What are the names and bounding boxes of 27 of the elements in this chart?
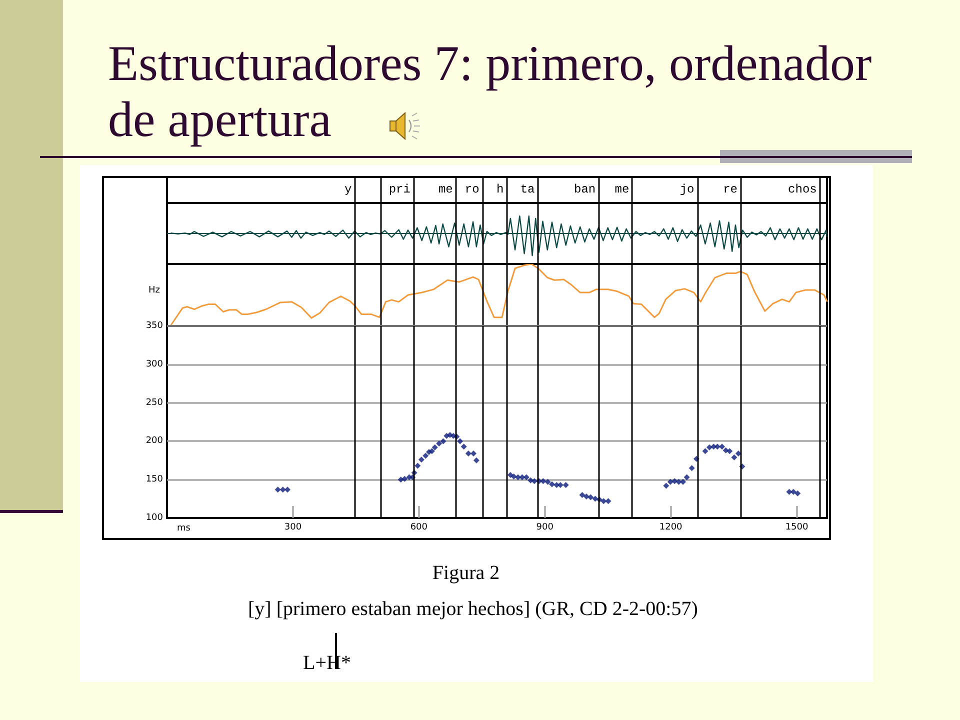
x-tick-label: 1500 [785, 522, 808, 532]
y-tick-label: 100 [146, 513, 164, 523]
ref-line-label: ro [464, 182, 480, 196]
x-tick-label: 300 [284, 522, 302, 532]
y-tick-label: 300 [146, 359, 164, 370]
y-tick-label: 350 [146, 321, 164, 331]
x-tick-label: 1200 [659, 522, 683, 532]
x-tick-label: 900 [536, 522, 554, 532]
ref-line-label: re [723, 182, 738, 196]
x-tick-label: 600 [410, 522, 428, 532]
y-tick-label: 250 [146, 398, 164, 408]
text: [y] [primero estaban mejor hechos] (GR, CD 2-2-00:57) [248, 598, 698, 621]
ref-line-label: h [496, 182, 504, 196]
y-tick-label: 200 [146, 436, 164, 446]
ref-line-label: ta [520, 182, 535, 196]
ref-line-label: me [438, 182, 453, 196]
ref-line-label: chos [788, 182, 817, 196]
ref-line-label: pri [388, 182, 410, 196]
ref-line-label: jo [680, 182, 694, 196]
chart-title: Estructuradores 7: primero, ordenador de apertura [108, 35, 873, 147]
text: Figura 2 [431, 562, 501, 585]
ref-line-label: ban [574, 182, 596, 196]
ref-line-label: y [344, 182, 352, 196]
y-tick-label: 150 [146, 474, 164, 485]
y-axis-title: Hz [148, 286, 160, 296]
x-axis-title: ms [177, 524, 191, 534]
ref-line-label: me [614, 182, 630, 196]
